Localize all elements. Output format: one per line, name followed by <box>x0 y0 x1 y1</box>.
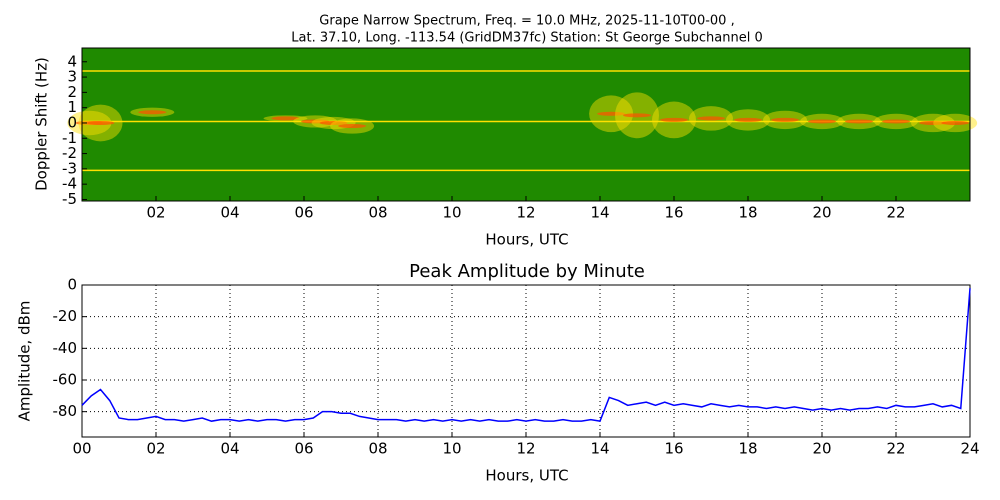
x-tick-label: 02 <box>146 204 165 222</box>
signal-core <box>319 120 348 125</box>
y-tick-label: -4 <box>62 175 77 193</box>
amplitude-line <box>81 288 971 423</box>
x-tick-label: 04 <box>220 440 239 458</box>
x-tick-label: 00 <box>72 440 91 458</box>
spectrogram-background <box>82 48 970 201</box>
chart-title: Peak Amplitude by Minute <box>409 261 645 282</box>
x-tick-label: 02 <box>146 440 165 458</box>
x-tick-label: 12 <box>516 204 535 222</box>
chart-subtitle: Lat. 37.10, Long. -113.54 (GridDM37fc) S… <box>291 31 762 46</box>
y-axis-label: Doppler Shift (Hz) <box>33 57 51 191</box>
y-tick-label: 4 <box>67 52 77 70</box>
x-tick-label: 12 <box>516 440 535 458</box>
x-tick-label: 20 <box>812 204 831 222</box>
plot-frame <box>81 284 971 438</box>
x-tick-label: 22 <box>886 204 905 222</box>
signal-core <box>338 124 367 129</box>
signal-core <box>734 117 762 122</box>
x-tick-label: 18 <box>738 204 757 222</box>
x-tick-label: 16 <box>664 440 683 458</box>
x-tick-label: 14 <box>590 440 609 458</box>
signal-core <box>697 116 725 121</box>
x-axis-label: Hours, UTC <box>485 467 568 485</box>
x-tick-label: 08 <box>368 440 387 458</box>
signal-core <box>271 116 300 121</box>
signal-core <box>882 119 910 124</box>
x-tick-label: 06 <box>294 204 313 222</box>
x-tick-label: 08 <box>368 204 387 222</box>
x-axis-label: Hours, UTC <box>485 231 568 249</box>
y-tick-label: -1 <box>62 129 77 147</box>
x-tick-label: 06 <box>294 440 313 458</box>
y-tick-label: 0 <box>67 276 77 294</box>
x-tick-label: 20 <box>812 440 831 458</box>
y-tick-label: 2 <box>67 83 77 101</box>
signal-core <box>86 120 115 125</box>
chart-title: Grape Narrow Spectrum, Freq. = 10.0 MHz,… <box>319 14 734 29</box>
x-tick-label: 04 <box>220 204 239 222</box>
signal-core <box>623 113 651 118</box>
y-tick-label: -60 <box>53 371 78 389</box>
x-tick-label: 22 <box>886 440 905 458</box>
x-tick-label: 14 <box>590 204 609 222</box>
signal-core <box>845 119 873 124</box>
y-tick-label: -20 <box>53 307 78 325</box>
y-tick-label: -40 <box>53 339 78 357</box>
x-tick-label: 18 <box>738 440 757 458</box>
y-axis-label: Amplitude, dBm <box>16 301 34 422</box>
signal-core <box>597 111 626 116</box>
x-tick-label: 24 <box>960 440 979 458</box>
y-tick-label: 1 <box>67 98 77 116</box>
signal-core <box>660 117 688 122</box>
y-tick-label: -5 <box>62 190 77 208</box>
signal-core <box>138 110 167 115</box>
y-tick-label: -2 <box>62 144 77 162</box>
x-tick-label: 16 <box>664 204 683 222</box>
signal-core <box>919 120 947 125</box>
x-tick-label: 10 <box>442 204 461 222</box>
y-tick-label: 0 <box>67 113 77 131</box>
y-tick-label: -80 <box>53 402 78 420</box>
plot-frame <box>81 47 971 202</box>
signal-core <box>808 119 836 124</box>
signal-core <box>941 120 970 125</box>
x-tick-label: 10 <box>442 440 461 458</box>
y-tick-label: 3 <box>67 68 77 86</box>
y-tick-label: -3 <box>62 159 77 177</box>
signal-core <box>771 117 799 122</box>
